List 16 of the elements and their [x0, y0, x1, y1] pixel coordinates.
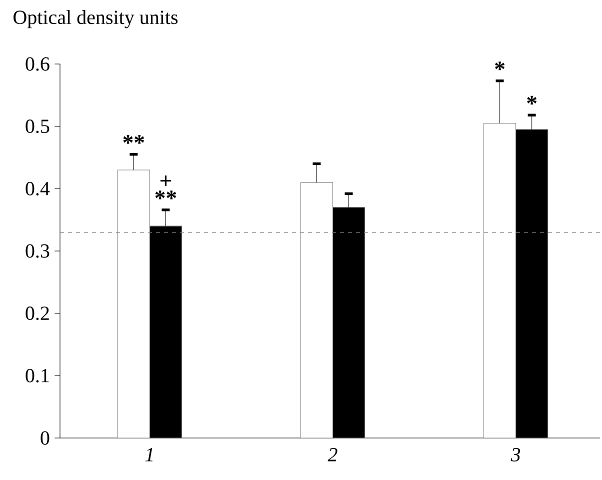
annotation: ** [123, 135, 144, 144]
x-tick-label: 2 [328, 448, 338, 462]
annotation: * [495, 62, 505, 70]
y-axis-title: Optical density units [14, 10, 178, 28]
annotation: + [160, 175, 171, 186]
annotation: * [527, 96, 537, 104]
y-tick-label: 0.4 [26, 182, 50, 196]
annotation: ** [155, 190, 176, 200]
y-tick-label: 0 [40, 431, 50, 445]
y-tick-label: 0.1 [26, 368, 49, 382]
x-tick-label: 3 [510, 448, 520, 462]
x-tick-label: 1 [145, 448, 153, 462]
y-tick-label: 0.5 [26, 120, 50, 134]
y-tick-label: 0.6 [26, 57, 50, 71]
y-tick-label: 0.2 [26, 306, 49, 320]
y-tick-label: 0.3 [26, 244, 50, 258]
